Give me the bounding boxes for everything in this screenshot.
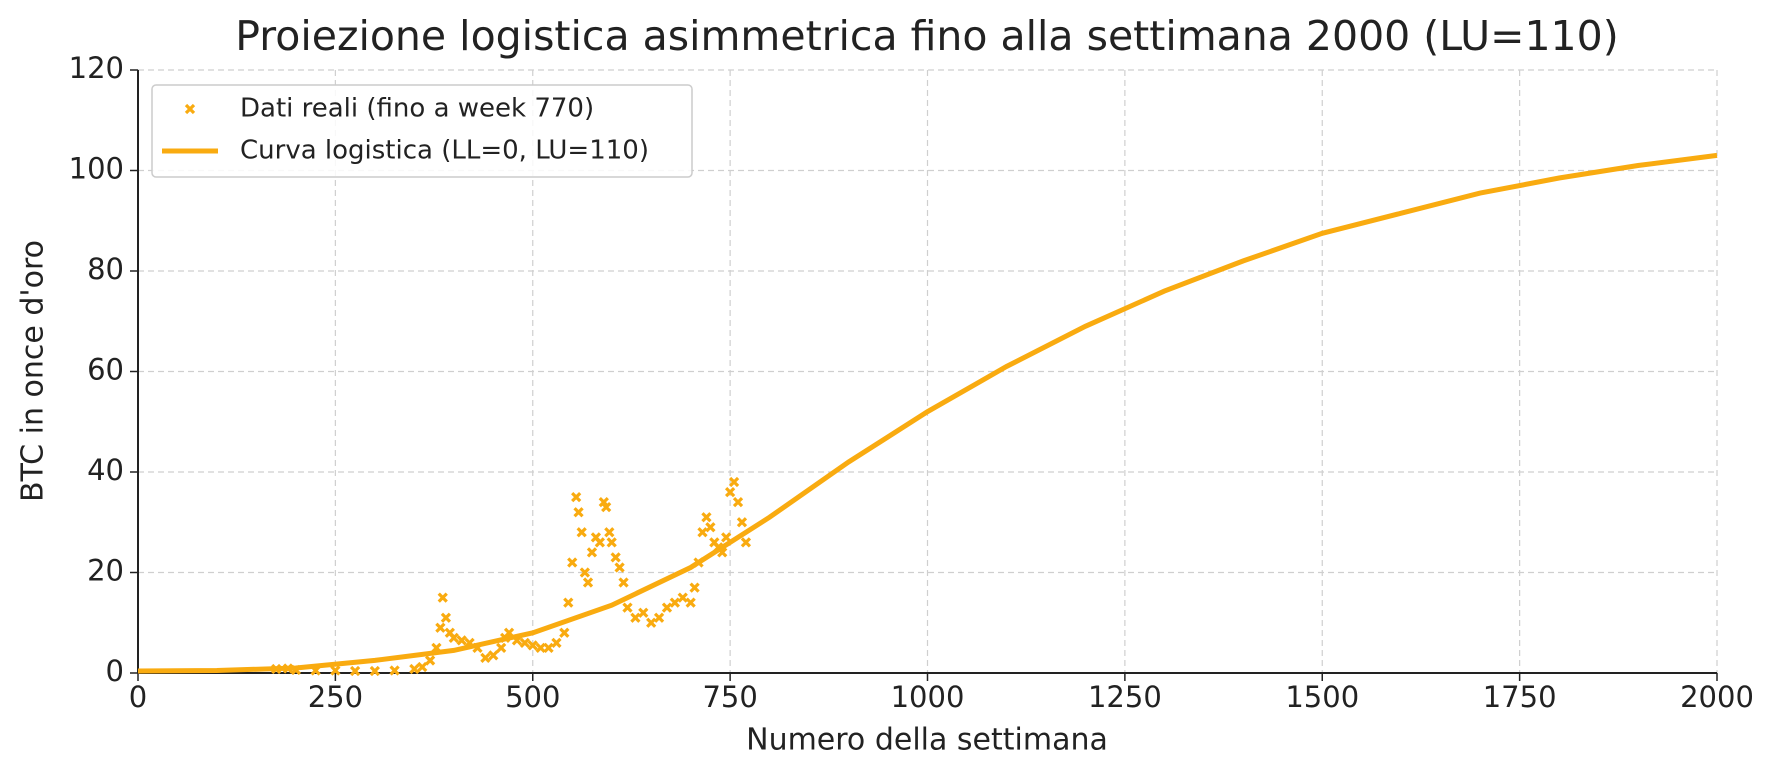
marker [689, 582, 700, 593]
x-tick-label: 2000 [1680, 680, 1754, 714]
legend-box [151, 84, 693, 178]
marker [601, 502, 612, 513]
legend-label: Dati reali (fino a week 770) [240, 94, 594, 124]
chart-title: Proiezione logistica asimmetrica fino al… [235, 12, 1618, 60]
x-tick-label: 1000 [891, 680, 965, 714]
marker [488, 650, 499, 661]
marker [571, 491, 582, 503]
x-axis-label: Numero della settimana [746, 723, 1108, 758]
marker [724, 486, 736, 498]
marker [349, 665, 361, 677]
marker [480, 652, 491, 664]
marker [618, 577, 629, 588]
marker [184, 103, 196, 115]
curve [137, 152, 1718, 674]
legend-label: Curva logistica (LL=0, LU=110) [240, 136, 649, 166]
marker [677, 592, 688, 603]
y-tick-label: 100 [69, 152, 124, 186]
marker [661, 602, 673, 613]
marker [622, 602, 633, 613]
x-tick-label: 500 [505, 680, 560, 714]
marker [653, 612, 665, 623]
y-tick-label: 20 [87, 554, 124, 588]
marker [697, 527, 708, 538]
marker [437, 592, 448, 603]
marker [646, 617, 657, 628]
x-tick-label: 750 [702, 680, 757, 714]
marker [456, 635, 467, 646]
marker [543, 642, 554, 654]
marker [369, 665, 380, 677]
x-tick-label: 1750 [1483, 680, 1557, 714]
y-tick-label: 120 [69, 51, 124, 85]
marker [604, 527, 615, 538]
legend: Dati reali (fino a week 770) Curva logist… [151, 84, 693, 178]
marker [582, 577, 594, 588]
marker [559, 627, 570, 638]
marker [705, 522, 716, 533]
marker [573, 507, 584, 518]
marker [330, 665, 341, 676]
marker [563, 597, 574, 608]
marker [594, 537, 605, 548]
marker [721, 532, 732, 543]
marker [551, 637, 562, 648]
marker [496, 642, 507, 654]
marker [701, 512, 712, 523]
marker [448, 632, 459, 643]
marker [586, 547, 598, 558]
y-tick-label: 60 [87, 353, 124, 387]
marker [417, 661, 428, 673]
y-axis-label: BTC in once d'oro [16, 240, 51, 502]
marker [440, 612, 452, 623]
marker [579, 567, 590, 578]
x-tick-label: 0 [129, 680, 147, 714]
marker [527, 640, 538, 651]
marker [519, 637, 530, 648]
marker [424, 655, 436, 666]
x-tick-label: 1500 [1285, 680, 1359, 714]
marker [630, 612, 641, 623]
marker [535, 642, 546, 654]
marker [740, 537, 752, 548]
marker [736, 517, 748, 528]
marker [669, 597, 680, 608]
y-tick-label: 80 [87, 252, 124, 286]
marker [409, 663, 420, 675]
marker [567, 557, 578, 568]
x-tick-label: 250 [308, 680, 363, 714]
marker [638, 607, 649, 618]
marker [732, 497, 744, 508]
marker [685, 597, 696, 608]
y-tick-label: 0 [106, 654, 124, 688]
marker [614, 562, 625, 573]
marker [610, 552, 621, 563]
marker [606, 537, 617, 548]
marker [576, 527, 587, 538]
marker [728, 476, 740, 488]
marker [389, 665, 400, 676]
marker [435, 622, 446, 633]
x-tick-label: 1250 [1088, 680, 1162, 714]
y-tick-label: 40 [87, 453, 124, 487]
